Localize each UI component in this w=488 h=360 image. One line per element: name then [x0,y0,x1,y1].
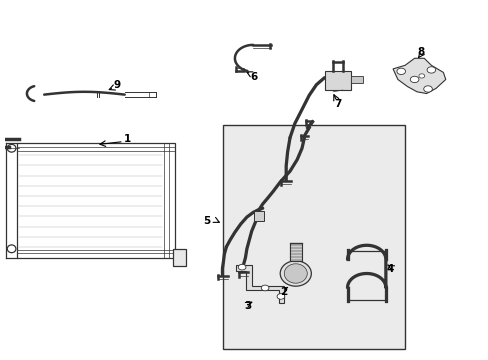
Circle shape [277,294,284,299]
Polygon shape [236,265,284,303]
Text: 9: 9 [114,80,121,90]
Bar [223,125,404,349]
Text: 2: 2 [280,287,287,297]
Bar [324,71,351,90]
Circle shape [396,68,405,75]
Text: 1: 1 [123,134,130,144]
Circle shape [423,86,431,92]
Text: 8: 8 [416,47,424,57]
Bar [172,249,185,266]
Ellipse shape [284,264,306,283]
Circle shape [418,74,424,78]
Text: 4: 4 [386,264,393,274]
Bar [253,211,264,221]
Circle shape [409,76,418,83]
Text: 6: 6 [250,72,257,82]
Bar [17,143,175,258]
Polygon shape [392,58,445,94]
Circle shape [426,67,435,73]
Text: 7: 7 [334,99,341,109]
Bar [289,243,301,261]
Circle shape [261,285,268,291]
Ellipse shape [280,261,311,286]
Text: 3: 3 [244,301,251,311]
Circle shape [238,264,245,270]
Text: 5: 5 [203,216,210,226]
Bar [351,76,363,83]
